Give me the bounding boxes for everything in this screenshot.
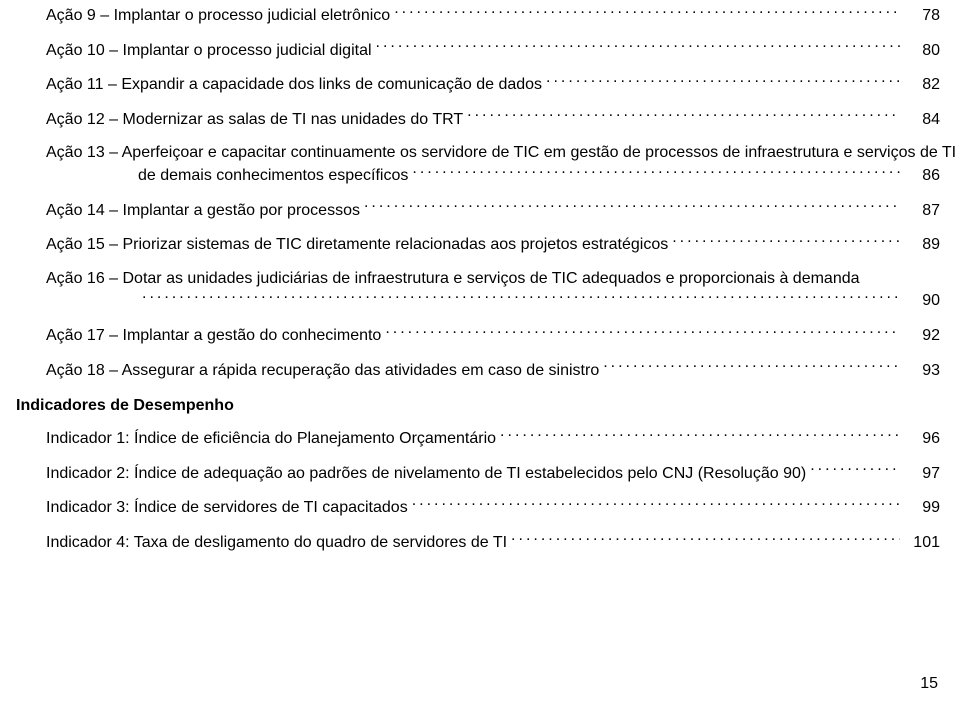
toc-page: 78 bbox=[904, 5, 940, 27]
toc-entry: Ação 12 – Modernizar as salas de TI nas … bbox=[16, 108, 940, 131]
toc-label: Ação 18 – Assegurar a rápida recuperação… bbox=[46, 360, 599, 382]
toc-entry: Ação 16 – Dotar as unidades judiciárias … bbox=[16, 268, 940, 312]
toc-page: 86 bbox=[904, 165, 940, 187]
toc-label: Indicador 2: Índice de adequação ao padr… bbox=[46, 463, 806, 485]
dot-leader bbox=[376, 39, 900, 55]
toc-page: 82 bbox=[904, 74, 940, 96]
toc-entry: Indicador 1: Índice de eficiência do Pla… bbox=[16, 427, 940, 450]
document-page: Ação 9 – Implantar o processo judicial e… bbox=[0, 0, 960, 711]
toc-page: 84 bbox=[904, 109, 940, 131]
dot-leader bbox=[810, 462, 900, 478]
dot-leader bbox=[603, 359, 900, 375]
dot-leader bbox=[394, 4, 900, 20]
dot-leader bbox=[672, 233, 900, 249]
toc-label: Ação 10 – Implantar o processo judicial … bbox=[46, 40, 372, 62]
page-number: 15 bbox=[920, 675, 938, 693]
toc-page: 89 bbox=[904, 234, 940, 256]
toc-label: de demais conhecimentos específicos bbox=[138, 165, 408, 187]
toc-label: Ação 16 – Dotar as unidades judiciárias … bbox=[46, 268, 940, 290]
toc-label: Ação 13 – Aperfeiçoar e capacitar contin… bbox=[46, 142, 940, 164]
toc-page: 80 bbox=[904, 40, 940, 62]
toc-label: Ação 11 – Expandir a capacidade dos link… bbox=[46, 74, 542, 96]
toc-label: Ação 12 – Modernizar as salas de TI nas … bbox=[46, 109, 463, 131]
section-heading: Indicadores de Desempenho bbox=[16, 393, 940, 427]
toc-entry: Ação 15 – Priorizar sistemas de TIC dire… bbox=[16, 233, 940, 256]
toc-page: 96 bbox=[904, 428, 940, 450]
dot-leader bbox=[412, 496, 900, 512]
toc-page: 99 bbox=[904, 497, 940, 519]
toc-label: Indicador 1: Índice de eficiência do Pla… bbox=[46, 428, 496, 450]
toc-entry: Ação 9 – Implantar o processo judicial e… bbox=[16, 4, 940, 27]
toc-label: Indicador 3: Índice de servidores de TI … bbox=[46, 497, 408, 519]
toc-entry: Indicador 3: Índice de servidores de TI … bbox=[16, 496, 940, 519]
toc-entry: Ação 14 – Implantar a gestão por process… bbox=[16, 199, 940, 222]
dot-leader bbox=[385, 324, 900, 340]
dot-leader bbox=[467, 108, 900, 124]
dot-leader bbox=[511, 531, 900, 547]
toc-entry: Ação 13 – Aperfeiçoar e capacitar contin… bbox=[16, 142, 940, 186]
toc-entry: Ação 11 – Expandir a capacidade dos link… bbox=[16, 73, 940, 96]
toc-entry: Indicador 4: Taxa de desligamento do qua… bbox=[16, 531, 940, 554]
toc-page: 92 bbox=[904, 325, 940, 347]
dot-leader bbox=[500, 427, 900, 443]
toc-entry: Ação 17 – Implantar a gestão do conhecim… bbox=[16, 324, 940, 347]
dot-leader bbox=[412, 164, 900, 180]
toc-label: Ação 17 – Implantar a gestão do conhecim… bbox=[46, 325, 381, 347]
toc-page: 90 bbox=[904, 290, 940, 312]
toc-page: 97 bbox=[904, 463, 940, 485]
toc-page: 93 bbox=[904, 360, 940, 382]
dot-leader bbox=[546, 73, 900, 89]
dot-leader bbox=[142, 289, 900, 305]
dot-leader bbox=[364, 199, 900, 215]
toc-entry: Ação 18 – Assegurar a rápida recuperação… bbox=[16, 359, 940, 382]
toc-entry: Ação 10 – Implantar o processo judicial … bbox=[16, 39, 940, 62]
toc-label: Ação 9 – Implantar o processo judicial e… bbox=[46, 5, 390, 27]
toc-page: 87 bbox=[904, 200, 940, 222]
table-of-contents: Ação 9 – Implantar o processo judicial e… bbox=[0, 4, 960, 554]
toc-entry: Indicador 2: Índice de adequação ao padr… bbox=[16, 462, 940, 485]
toc-page: 101 bbox=[904, 532, 940, 554]
toc-label: Ação 14 – Implantar a gestão por process… bbox=[46, 200, 360, 222]
toc-label: Ação 15 – Priorizar sistemas de TIC dire… bbox=[46, 234, 668, 256]
toc-label: Indicador 4: Taxa de desligamento do qua… bbox=[46, 532, 507, 554]
